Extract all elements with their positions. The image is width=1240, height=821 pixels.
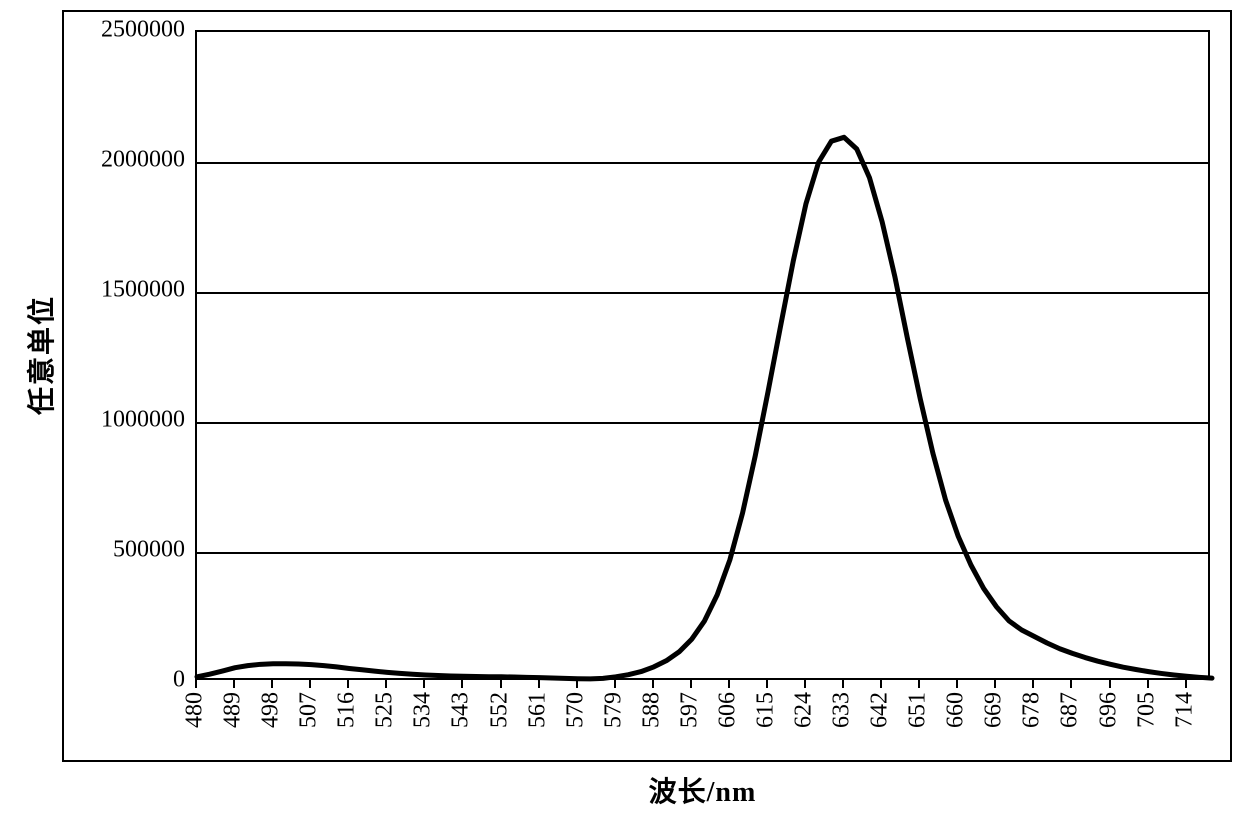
x-tick-label: 687 <box>1057 692 1084 728</box>
x-tick-label: 570 <box>562 692 589 728</box>
x-tick-label: 588 <box>638 692 665 728</box>
y-tick-label: 1500000 <box>75 277 185 304</box>
x-tick-label: 561 <box>524 692 551 728</box>
x-tick-label: 660 <box>943 692 970 728</box>
spectrum-curve <box>197 32 1212 682</box>
x-tick-label: 651 <box>905 692 932 728</box>
x-tick-label: 714 <box>1171 692 1198 728</box>
x-tick-label: 489 <box>220 692 247 728</box>
x-tick-label: 597 <box>676 692 703 728</box>
y-tick-label: 1000000 <box>75 407 185 434</box>
x-tick-label: 696 <box>1095 692 1122 728</box>
x-tick-label: 498 <box>258 692 285 728</box>
x-tick-label: 543 <box>448 692 475 728</box>
y-tick-label: 0 <box>75 667 185 694</box>
y-axis-label: 任意单位 <box>20 295 60 415</box>
x-tick-label: 669 <box>981 692 1008 728</box>
plot-area <box>195 30 1210 680</box>
x-tick-label: 480 <box>182 692 209 728</box>
x-tick-label: 534 <box>410 692 437 728</box>
x-tick-label: 615 <box>752 692 779 728</box>
x-tick-label: 516 <box>334 692 361 728</box>
x-tick-label: 507 <box>296 692 323 728</box>
x-tick-label: 552 <box>486 692 513 728</box>
x-tick-label: 606 <box>714 692 741 728</box>
x-tick-label: 579 <box>600 692 627 728</box>
x-tick-label: 678 <box>1019 692 1046 728</box>
spectrum-line <box>197 137 1212 679</box>
y-tick-label: 2000000 <box>75 147 185 174</box>
y-tick-label: 500000 <box>75 537 185 564</box>
x-tick-label: 525 <box>372 692 399 728</box>
x-tick-label: 624 <box>791 692 818 728</box>
x-tick-label: 642 <box>867 692 894 728</box>
y-tick-label: 2500000 <box>75 17 185 44</box>
x-tick-label: 633 <box>829 692 856 728</box>
x-tick-label: 705 <box>1133 692 1160 728</box>
x-axis-label: 波长/nm <box>649 770 757 810</box>
spectrum-chart: 任意单位 波长/nm 0 500000 1000000 1500000 2000000 2… <box>0 0 1240 821</box>
